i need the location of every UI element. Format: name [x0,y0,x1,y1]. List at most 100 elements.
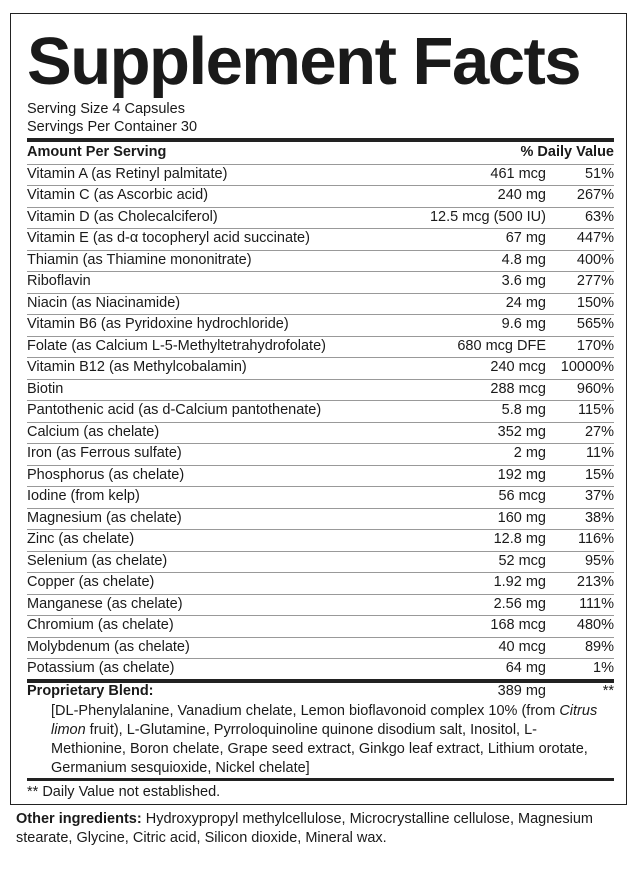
serving-size: Serving Size 4 Capsules [27,101,185,117]
header-row: Amount Per Serving % Daily Value [27,142,614,165]
nutrient-row: Calcium (as chelate) 352 mg 27% [27,422,614,444]
amount: 680 mcg DFE [457,337,546,354]
nutrient-name: Vitamin A (as Retinyl palmitate) [27,165,228,182]
nutrient-name: Vitamin D (as Cholecalciferol) [27,208,218,225]
daily-value: 480% [576,617,614,633]
amount: 168 mcg [490,617,546,633]
daily-value: 400% [576,251,614,268]
amount: 1.92 mg [493,574,546,590]
blend-description: [DL-Phenylalanine, Vanadium chelate, Lem… [51,702,611,778]
column-header: % Daily Value [520,144,615,160]
daily-value: 37% [584,488,614,504]
amount: 12.5 mcg (500 IU) [429,208,546,225]
nutrient-row: Molybdenum (as chelate) 40 mcg 89% [27,637,614,659]
nutrient-row: Pantothenic acid (as d-Calcium pantothen… [27,400,614,423]
nutrient-name: Thiamin (as Thiamine mononitrate) [27,251,252,268]
daily-value: 267% [576,187,614,203]
amount: 67 mg [505,230,546,246]
nutrient-name: Vitamin B6 (as Pyridoxine hydrochloride) [27,316,289,332]
daily-value: 15% [584,466,614,483]
nutrient-row: Selenium (as chelate) 52 mcg 95% [27,551,614,573]
footnote: ** Daily Value not established. [27,784,221,800]
nutrient-row: Manganese (as chelate) 2.56 mg 111% [27,594,614,616]
nutrient-name: Vitamin C (as Ascorbic acid) [27,187,209,203]
nutrient-name: Zinc (as chelate) [27,531,135,547]
text: fruit), L-Glutamine, Pyrroloquinoline qu… [51,722,588,776]
daily-value: 565% [576,316,614,332]
daily-value: 116% [577,531,614,547]
nutrient-row: Vitamin C (as Ascorbic acid) 240 mg 267% [27,185,614,208]
nutrient-row: Magnesium (as chelate) 160 mg 38% [27,508,614,530]
nutrient-row: Iodine (from kelp) 56 mcg 37% [27,486,614,509]
daily-value: 38% [584,509,614,526]
nutrient-row: Vitamin E (as d-α tocopheryl acid succin… [27,228,614,251]
amount: 56 mcg [498,488,546,504]
daily-value: 960% [576,380,614,397]
daily-value: 277% [576,273,614,289]
amount: 40 mcg [498,638,546,655]
nutrient-name: Manganese (as chelate) [27,595,183,612]
text: [DL-Phenylalanine, Vanadium chelate, Lem… [51,703,560,719]
label: Other ingredients: [16,811,142,827]
daily-value: 10000% [560,359,614,375]
amount: 52 mcg [498,552,546,569]
nutrient-row: Copper (as chelate) 1.92 mg 213% [27,572,614,595]
nutrient-row: Zinc (as chelate) 12.8 mg 116% [27,529,614,552]
daily-value: 51% [584,165,614,182]
amount: 240 mcg [490,359,546,375]
daily-value: 63% [584,208,614,225]
nutrient-row: Phosphorus (as chelate) 192 mg 15% [27,465,614,487]
nutrient-row: Vitamin D (as Cholecalciferol) 12.5 mcg (… [27,207,614,229]
amount: 240 mg [497,187,546,203]
amount: 3.6 mg [501,273,546,289]
blend-row: Proprietary Blend: 389 mg ** [27,681,614,703]
nutrient-name: Iodine (from kelp) [27,488,140,504]
nutrient-row: Folate (as Calcium L-5-Methyltetrahydrof… [27,336,614,358]
nutrient-name: Chromium (as chelate) [27,617,174,633]
amount: 9.6 mg [501,316,546,332]
daily-value: 115% [577,402,614,418]
nutrient-name: Calcium (as chelate) [27,423,160,440]
nutrient-name: Magnesium (as chelate) [27,509,182,526]
divider [27,138,614,142]
blend-dv: ** [602,683,614,699]
other-ingredients: Other ingredients: Hydroxypropyl methylc… [16,810,616,848]
amount: 192 mg [497,466,546,483]
nutrient-row: Niacin (as Niacinamide) 24 mg 150% [27,293,614,315]
amount: 24 mg [505,294,546,311]
nutrient-name: Molybdenum (as chelate) [27,638,190,655]
nutrient-name: Vitamin E (as d-α tocopheryl acid succin… [27,230,310,246]
text: Hydroxypropyl methylcellulose, Microcrys… [16,811,593,846]
nutrient-row: Riboflavin 3.6 mg 277% [27,271,614,294]
nutrient-name: Selenium (as chelate) [27,552,168,569]
column-header: Amount Per Serving [27,144,167,160]
amount: 461 mcg [490,165,546,182]
amount: 5.8 mg [501,402,546,418]
daily-value: 11% [586,445,614,461]
amount: 352 mg [497,423,546,440]
daily-value: 150% [576,294,614,311]
daily-value: 89% [584,638,614,655]
amount: 288 mcg [490,380,546,397]
divider [27,679,614,683]
text: Citrus limon [51,703,598,738]
nutrient-name: Pantothenic acid (as d-Calcium pantothen… [27,402,322,418]
nutrient-name: Iron (as Ferrous sulfate) [27,445,182,461]
nutrient-row: Vitamin B6 (as Pyridoxine hydrochloride)… [27,314,614,337]
daily-value: 95% [584,552,614,569]
nutrient-row: Potassium (as chelate) 64 mg 1% [27,658,614,680]
blend-amount: 389 mg [497,683,546,699]
nutrient-row: Iron (as Ferrous sulfate) 2 mg 11% [27,443,614,466]
nutrient-name: Niacin (as Niacinamide) [27,294,181,311]
facts-panel: Supplement Facts Serving Size 4 Capsules… [10,13,627,805]
daily-value: 111% [579,595,614,612]
nutrient-row: Chromium (as chelate) 168 mcg 480% [27,615,614,638]
nutrient-row: Vitamin A (as Retinyl palmitate) 461 mcg 5… [27,164,614,186]
divider [27,778,614,781]
title: Supplement Facts [27,24,582,99]
nutrient-row: Thiamin (as Thiamine mononitrate) 4.8 mg 4… [27,250,614,272]
servings-per-container: Servings Per Container 30 [27,119,198,135]
daily-value: 213% [576,574,614,590]
amount: 12.8 mg [493,531,546,547]
blend-name: Proprietary Blend: [27,683,154,699]
